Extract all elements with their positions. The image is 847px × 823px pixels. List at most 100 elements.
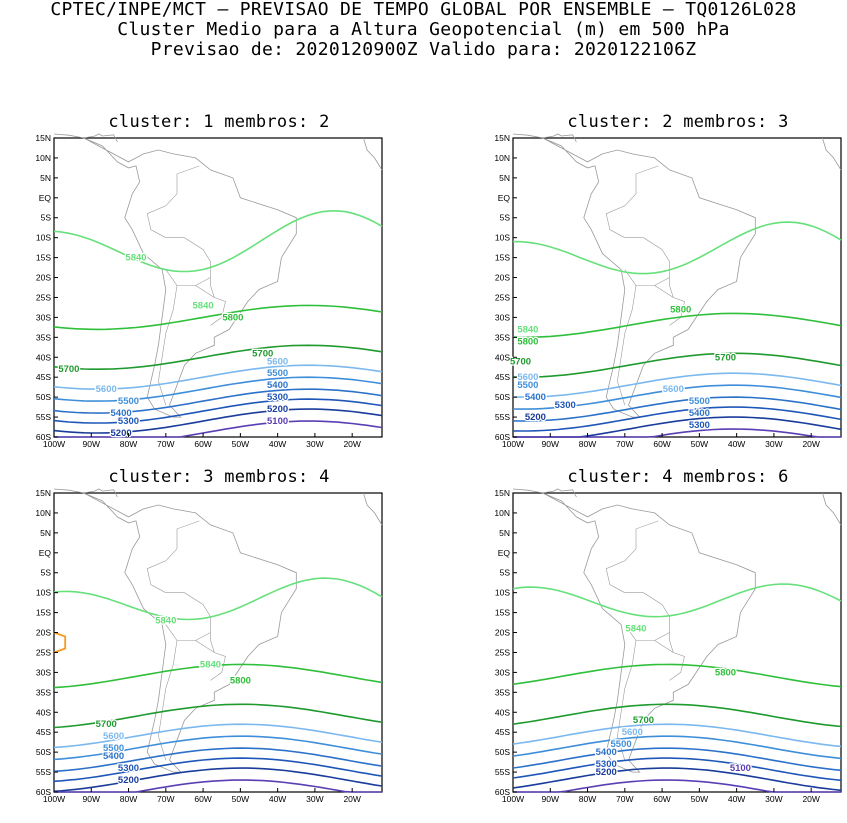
- panel-title: cluster: 4 membros: 6: [567, 467, 789, 487]
- contour-label: 5400: [267, 380, 288, 391]
- lat-label: 25S: [36, 648, 51, 658]
- contour-5880: [53, 631, 67, 654]
- contour-label: 5600: [96, 384, 117, 395]
- africa-coast: [822, 137, 842, 171]
- lat-label: 50S: [36, 392, 51, 402]
- lat-label: 40S: [495, 707, 510, 717]
- lon-label: 20W: [343, 794, 360, 804]
- lat-label: 35S: [495, 687, 510, 697]
- central-america-coast: [512, 133, 577, 143]
- country-border: [654, 285, 685, 326]
- country-border: [605, 520, 659, 593]
- contour-5500: [53, 376, 383, 402]
- lon-label: 90W: [83, 439, 100, 449]
- contour-label: 5700: [715, 352, 736, 363]
- contour-label: 5700: [58, 364, 79, 375]
- contour-label: 5400: [103, 751, 124, 762]
- contour-5800: [53, 304, 383, 331]
- contour-label: 5840: [125, 253, 146, 264]
- lat-label: 45S: [495, 372, 510, 382]
- lat-label: 15S: [495, 253, 510, 263]
- lat-label: 50S: [36, 747, 51, 757]
- lon-label: 50W: [232, 794, 249, 804]
- lat-label: 25S: [36, 293, 51, 303]
- contour-label: 5200: [525, 412, 546, 423]
- contour-5800: [512, 663, 842, 688]
- contour-label: 5800: [222, 312, 243, 323]
- contour-5100: [513, 428, 841, 438]
- lat-label: 10N: [494, 508, 510, 518]
- contour-5840: [53, 577, 383, 621]
- contour-label: 5700: [510, 356, 531, 367]
- lat-label: 25S: [495, 648, 510, 658]
- lat-label: 35S: [495, 332, 510, 342]
- contour-label: 5800: [715, 667, 736, 678]
- contour-5840: [512, 583, 842, 618]
- country-border: [669, 277, 674, 298]
- map-frame: [53, 492, 383, 793]
- lon-label: 60W: [194, 794, 211, 804]
- contour-label: 5700: [96, 719, 117, 730]
- contour-5700: [512, 703, 842, 728]
- lat-label: EQ: [39, 193, 52, 203]
- lat-label: 15S: [36, 253, 51, 263]
- panel-title: cluster: 1 membros: 2: [108, 112, 330, 132]
- contour-label: 5200: [118, 775, 139, 786]
- contour-5400: [53, 388, 383, 414]
- lat-label: 55S: [36, 767, 51, 777]
- lat-label: 45S: [495, 727, 510, 737]
- coastline: [542, 137, 756, 418]
- country-border: [146, 520, 200, 593]
- contour-label: 5300: [118, 416, 139, 427]
- contour-label: 5840: [193, 300, 214, 311]
- contour-5600: [53, 723, 383, 749]
- lon-label: 70W: [157, 794, 174, 804]
- contour-5700: [53, 344, 383, 370]
- lat-label: 10N: [35, 508, 51, 518]
- lat-label: 40S: [495, 352, 510, 362]
- lon-label: 20W: [343, 439, 360, 449]
- contour-5100: [54, 779, 382, 793]
- lat-label: 60S: [36, 432, 51, 442]
- country-border: [669, 632, 674, 653]
- contour-5300: [512, 757, 842, 782]
- contour-5100: [513, 779, 841, 793]
- contour-5600: [512, 723, 842, 748]
- lat-label: 15S: [36, 608, 51, 618]
- central-america-coast: [53, 133, 118, 143]
- lon-label: 70W: [157, 439, 174, 449]
- lat-label: 50S: [495, 747, 510, 757]
- lon-label: 30W: [306, 439, 323, 449]
- lon-label: 40W: [728, 794, 745, 804]
- lon-label: 90W: [83, 794, 100, 804]
- lon-label: 70W: [616, 794, 633, 804]
- lat-label: 10S: [36, 588, 51, 598]
- lat-label: 50S: [495, 392, 510, 402]
- lat-label: 5S: [500, 213, 511, 223]
- country-border: [146, 165, 200, 238]
- coastline: [83, 492, 297, 773]
- lat-label: 60S: [495, 432, 510, 442]
- contour-label: 5800: [517, 336, 538, 347]
- lat-label: 10S: [495, 233, 510, 243]
- lat-label: 15S: [495, 608, 510, 618]
- map-frame: [512, 492, 842, 793]
- lat-label: 30S: [36, 667, 51, 677]
- contour-5700: [512, 352, 842, 378]
- contour-label: 5200: [267, 404, 288, 415]
- lon-label: 30W: [306, 794, 323, 804]
- contour-5400: [53, 747, 383, 773]
- contour-label: 5600: [267, 356, 288, 367]
- contour-5200: [53, 767, 383, 793]
- contour-5400: [512, 396, 842, 422]
- lon-label: 50W: [691, 794, 708, 804]
- contour-label: 5840: [200, 659, 221, 670]
- lon-label: 40W: [269, 794, 286, 804]
- lon-label: 20W: [802, 439, 819, 449]
- country-border: [165, 592, 211, 641]
- map-panel-1: cluster: 1 membros: 2 5840 5840 5800 5700 57…: [35, 112, 384, 468]
- map-panel-4: cluster: 4 membros: 6 5840 5800 5700 5600 55…: [494, 467, 843, 823]
- contour-label: 5400: [525, 392, 546, 403]
- lat-label: 10S: [36, 233, 51, 243]
